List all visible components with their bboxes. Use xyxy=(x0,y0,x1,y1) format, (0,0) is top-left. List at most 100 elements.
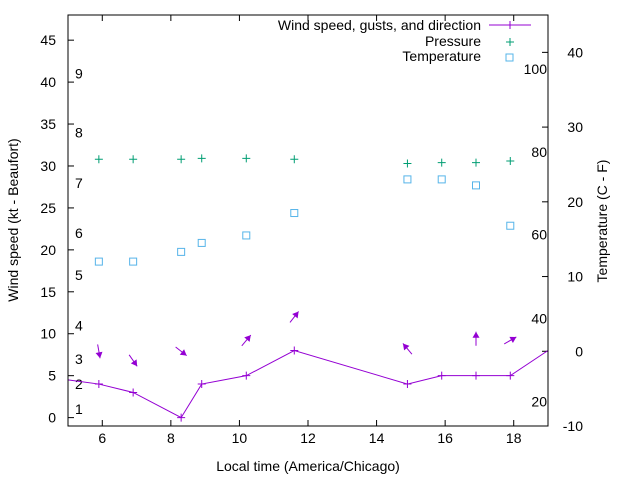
fahrenheit-label: 40 xyxy=(531,310,547,326)
temperature-point xyxy=(242,231,251,240)
beaufort-label: 6 xyxy=(75,225,83,241)
wind-arrow-head xyxy=(179,349,187,356)
wind-speed-point xyxy=(506,371,515,380)
plot-frame xyxy=(67,14,549,427)
y-tick-label: 45 xyxy=(40,32,56,48)
pressure-point xyxy=(472,158,480,167)
wind-speed-point xyxy=(403,380,412,389)
wind-direction-arrow xyxy=(128,354,138,367)
temperature-point xyxy=(94,257,103,266)
wind-speed-point xyxy=(290,346,299,355)
x-axis-label: Local time (America/Chicago) xyxy=(216,458,400,474)
wind-speed-point xyxy=(472,371,480,380)
pressure-point xyxy=(177,155,186,164)
fahrenheit-label: 60 xyxy=(531,227,547,243)
pressure-point xyxy=(94,155,103,164)
wind-direction-arrow xyxy=(402,343,413,355)
beaufort-label: 2 xyxy=(75,376,83,392)
y2-axis-label: Temperature (C - F) xyxy=(594,160,610,283)
fahrenheit-label: 20 xyxy=(531,393,547,409)
wind-arrow-head xyxy=(292,311,299,319)
beaufort-label: 9 xyxy=(75,66,83,82)
y2-tick-label: -10 xyxy=(563,418,583,434)
temperature-point xyxy=(129,257,138,266)
wind-speed-line xyxy=(67,349,549,419)
legend-pressure-marker xyxy=(506,38,514,46)
wind-speed-point xyxy=(129,388,138,397)
wind-speed-point xyxy=(437,371,446,380)
pressure-point xyxy=(403,159,412,168)
wind-arrow-head xyxy=(402,343,410,351)
y-axis-label: Wind speed (kt - Beaufort) xyxy=(5,138,21,301)
y2-tick-label: 0 xyxy=(575,343,583,359)
wind-direction-arrow xyxy=(472,331,480,346)
pressure-point xyxy=(437,158,446,167)
y-tick-label: 40 xyxy=(40,74,56,90)
temperature-point xyxy=(177,247,186,256)
wind-speed-point xyxy=(242,371,251,380)
temperature-point xyxy=(290,209,299,218)
pressure-point xyxy=(129,155,138,164)
y2-tick-label: 20 xyxy=(567,194,583,210)
wind-direction-arrow xyxy=(175,346,187,357)
pressure-point xyxy=(290,155,299,164)
beaufort-label: 3 xyxy=(75,351,83,367)
beaufort-label: 4 xyxy=(75,317,83,333)
wind-direction-arrow xyxy=(503,336,517,345)
beaufort-label: 1 xyxy=(75,401,83,417)
temperature-point xyxy=(197,238,206,247)
y-tick-label: 0 xyxy=(48,410,56,426)
legend: Wind speed, gusts, and direction Pressur… xyxy=(278,17,531,64)
beaufort-label: 8 xyxy=(75,124,83,140)
wind-speed-point xyxy=(94,380,103,389)
wind-direction-arrow xyxy=(241,334,252,347)
tick-labels: 6 8 10 12 14 16 18051015202530354045-100102030… xyxy=(40,32,583,446)
x-tick-label: 8 xyxy=(167,430,175,446)
y-tick-label: 25 xyxy=(40,200,56,216)
wind-arrow-head xyxy=(95,351,103,359)
x-tick-label: 6 xyxy=(98,430,106,446)
x-tick-label: 18 xyxy=(506,430,522,446)
temperature-point xyxy=(437,175,446,184)
x-tick-label: 10 xyxy=(232,430,248,446)
y-tick-label: 35 xyxy=(40,116,56,132)
y2-tick-label: 30 xyxy=(567,119,583,135)
wind-arrow-head xyxy=(244,335,251,342)
y-tick-label: 20 xyxy=(40,242,56,258)
axis-ticks xyxy=(68,15,548,427)
x-tick-label: 16 xyxy=(437,430,453,446)
series-layer xyxy=(67,154,549,422)
legend-pressure-label: Pressure xyxy=(425,33,481,49)
y2-tick-label: 10 xyxy=(567,269,583,285)
temperature-point xyxy=(506,221,515,230)
beaufort-label: 5 xyxy=(75,267,83,283)
wind-direction-arrow xyxy=(289,311,299,323)
pressure-point xyxy=(506,156,515,165)
secondary-scale-labels: 1 2 3 4 5 6 7 8 9 20 40 60 80 100 xyxy=(75,61,547,417)
wind-arrow-head xyxy=(472,331,480,338)
wind-arrow-head xyxy=(509,336,517,343)
wind-arrow-head xyxy=(130,359,138,367)
temperature-point xyxy=(403,175,412,184)
legend-wind-label: Wind speed, gusts, and direction xyxy=(278,17,481,33)
y-tick-label: 15 xyxy=(40,284,56,300)
wind-speed-point xyxy=(197,380,206,389)
wind-direction-arrow xyxy=(95,344,103,359)
y-tick-label: 10 xyxy=(40,326,56,342)
fahrenheit-label: 100 xyxy=(524,61,548,77)
wind-speed-point xyxy=(177,413,186,422)
fahrenheit-label: 80 xyxy=(531,144,547,160)
pressure-point xyxy=(242,154,251,163)
legend-temperature-label: Temperature xyxy=(402,48,481,64)
beaufort-label: 7 xyxy=(75,175,83,191)
y-tick-label: 30 xyxy=(40,158,56,174)
pressure-point xyxy=(197,154,206,163)
legend-wind-marker xyxy=(506,21,514,29)
temperature-point xyxy=(472,181,480,190)
y-tick-label: 5 xyxy=(48,368,56,384)
x-tick-label: 14 xyxy=(369,430,385,446)
x-tick-label: 12 xyxy=(300,430,316,446)
y2-tick-label: 40 xyxy=(567,44,583,60)
legend-temperature-marker xyxy=(505,53,514,62)
